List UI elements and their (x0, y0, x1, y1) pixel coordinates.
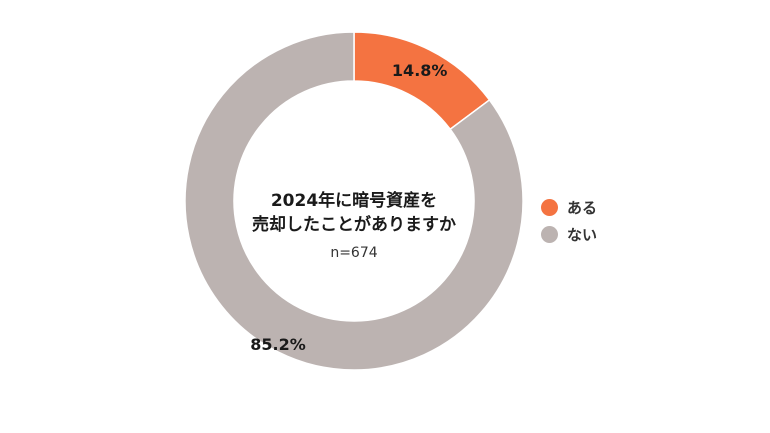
slice-label-1: 85.2% (250, 335, 306, 354)
sample-size: n=674 (330, 245, 378, 261)
legend-label-nai: ない (567, 226, 598, 244)
legend-swatch-nai (541, 226, 558, 243)
legend: ある ない (541, 196, 597, 250)
legend-item-nai: ない (541, 223, 597, 246)
legend-item-aru: ある (541, 196, 597, 219)
chart-title-line2: 売却したことがありますか (252, 215, 456, 235)
slice-1 (184, 31, 524, 371)
chart-title: 2024年に暗号資産を 売却したことがありますか (210, 189, 498, 237)
legend-swatch-aru (541, 199, 558, 216)
slice-label-0: 14.8% (392, 61, 448, 80)
chart-title-line1: 2024年に暗号資産を (270, 191, 438, 211)
legend-label-aru: ある (567, 199, 598, 217)
